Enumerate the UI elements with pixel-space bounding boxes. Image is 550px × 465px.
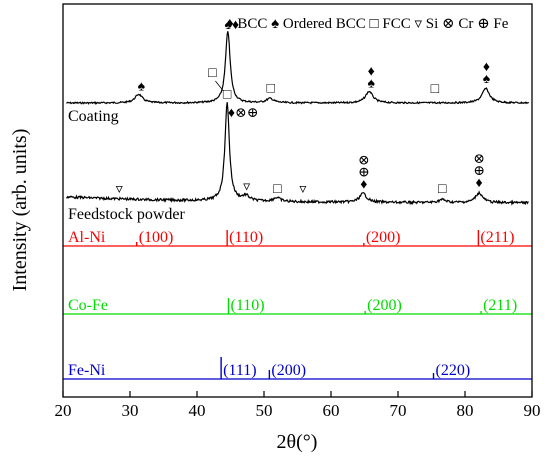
- reference-hkl: (110): [230, 297, 264, 314]
- peak-marker: ♦⊗⊕: [228, 106, 259, 121]
- peak-marker: ▿: [299, 182, 306, 197]
- reference-name: Al-Ni: [68, 229, 106, 246]
- peak-marker: ♠: [367, 76, 375, 91]
- reference-hkl: (110): [229, 229, 263, 246]
- reference-hkl: (211): [483, 297, 517, 314]
- reference-hkl: (220): [436, 362, 471, 379]
- legend-label-cr: Cr: [455, 16, 478, 32]
- peak-marker: □: [266, 81, 275, 96]
- peak-marker: ⊕: [358, 165, 370, 180]
- x-axis-ticks: 20 30 40 50 60 70 80 90: [55, 391, 541, 420]
- x-tick-label: 70: [390, 401, 407, 420]
- pattern-coating: Coating♠□♠♦□ ♠♦□♠♦: [66, 18, 530, 125]
- reference-al-ni: Al-Ni (100) (110) (200) (211): [63, 229, 532, 247]
- plot-area-border: [62, 3, 533, 398]
- peak-marker: ♦: [483, 60, 490, 75]
- peak-marker: ♠: [138, 80, 146, 95]
- legend-symbol: ♦: [226, 16, 234, 32]
- x-tick-label: 60: [323, 401, 340, 420]
- peak-marker: □: [431, 82, 440, 97]
- reference-name: Co-Fe: [68, 297, 108, 314]
- pattern-label: Coating: [68, 108, 119, 125]
- legend-text: ♦ BCC ♠ Ordered BCC □ FCC ▿ Si ⊗ Cr ⊕ Fe: [226, 16, 509, 32]
- legend-symbol: ⊗: [442, 16, 455, 32]
- peak-marker: □: [223, 88, 232, 103]
- reference-hkl: (211): [480, 229, 514, 246]
- legend-label-fe: Fe: [490, 16, 509, 32]
- reference-patterns: Al-Ni (100) (110) (200) (211) Co-Fe (110) (200)…: [63, 229, 532, 380]
- legend-label-ordered-bcc: Ordered BCC: [279, 16, 369, 32]
- peak-marker: ♠: [483, 72, 491, 87]
- x-axis-title: 2θ(°): [277, 431, 318, 453]
- peak-marker: ♦: [368, 64, 375, 79]
- reference-name: Fe-Ni: [68, 362, 106, 379]
- x-tick-label: 20: [55, 401, 72, 420]
- pattern-line: [66, 31, 530, 105]
- peak-marker: □: [273, 182, 282, 197]
- marker-pointer: [215, 80, 224, 92]
- x-tick-label: 80: [457, 401, 474, 420]
- legend-symbol: ⊕: [477, 16, 490, 32]
- reference-hkl: (100): [139, 229, 174, 246]
- peak-marker: ♦: [360, 177, 367, 192]
- reference-hkl: (200): [271, 362, 306, 379]
- x-tick-label: 40: [189, 401, 206, 420]
- peak-marker: ▿: [243, 179, 250, 194]
- legend-label-si: Si: [422, 16, 442, 32]
- legend-symbol: ♠: [271, 16, 279, 32]
- reference-fe-ni: Fe-Ni (111) (200) (220): [63, 357, 532, 380]
- legend-symbol: □: [370, 16, 379, 32]
- peak-marker: ♠♦: [225, 18, 240, 33]
- peak-marker: ⊗: [473, 152, 485, 167]
- peak-marker: ⊕: [473, 164, 485, 179]
- pattern-feedstock-powder: Feedstock powder▿□♦⊗⊕▿ □ ▿ ♦⊕⊗□ ♦⊕⊗: [66, 88, 529, 223]
- peak-marker: ▿: [116, 182, 123, 197]
- x-tick-label: 50: [256, 401, 273, 420]
- plot-frame: [62, 3, 533, 398]
- reference-hkl: (200): [367, 297, 402, 314]
- legend-label-bcc: BCC: [234, 16, 272, 32]
- reference-hkl: (111): [223, 362, 256, 379]
- peak-marker: □: [208, 66, 217, 81]
- legend-label-fcc: FCC: [379, 16, 415, 32]
- legend-symbol: ▿: [414, 16, 422, 32]
- y-axis-title: Intensity (arb. units): [9, 129, 31, 292]
- peak-marker: □: [438, 182, 447, 197]
- x-tick-label: 90: [524, 401, 541, 420]
- legend: ♦ BCC ♠ Ordered BCC □ FCC ▿ Si ⊗ Cr ⊕ Fe: [226, 16, 509, 32]
- peak-marker: ♦: [475, 176, 482, 191]
- peak-marker: ⊗: [358, 153, 370, 168]
- pattern-line: [66, 102, 529, 206]
- reference-hkl: (200): [366, 229, 401, 246]
- x-tick-label: 30: [122, 401, 139, 420]
- reference-co-fe: Co-Fe (110) (200) (211): [63, 297, 532, 315]
- diffraction-patterns: Coating♠□♠♦□ ♠♦□♠♦Feedstock powder▿□♦⊗⊕▿ □…: [66, 18, 530, 223]
- pattern-label: Feedstock powder: [68, 206, 186, 223]
